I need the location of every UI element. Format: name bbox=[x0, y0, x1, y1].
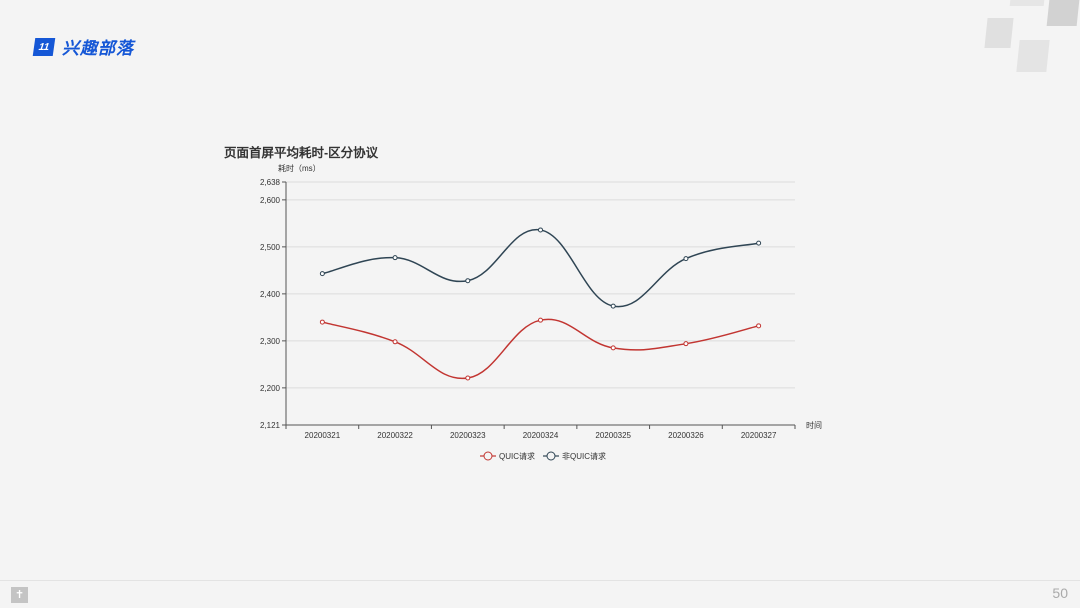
x-tick-label: 20200322 bbox=[377, 431, 413, 440]
y-axis-label: 耗时（ms） bbox=[278, 163, 321, 173]
legend-label: QUIC请求 bbox=[499, 451, 535, 461]
legend-marker bbox=[483, 451, 493, 461]
y-tick-label: 2,500 bbox=[260, 243, 281, 252]
x-axis-label: 时间 bbox=[806, 420, 822, 430]
legend-label: 非QUIC请求 bbox=[562, 451, 606, 461]
x-tick-label: 20200324 bbox=[523, 431, 559, 440]
series-line bbox=[322, 318, 759, 380]
x-tick-label: 20200323 bbox=[450, 431, 486, 440]
data-point bbox=[392, 255, 398, 261]
y-tick-label: 2,400 bbox=[260, 290, 281, 299]
book-icon: ✝ bbox=[11, 587, 28, 603]
chart-title: 页面首屏平均耗时-区分协议 bbox=[224, 145, 379, 160]
x-tick-label: 20200326 bbox=[668, 431, 704, 440]
data-point bbox=[683, 256, 689, 262]
legend-marker bbox=[546, 451, 556, 461]
series-line bbox=[322, 229, 759, 308]
data-point bbox=[756, 240, 762, 246]
brand-logo: 11 兴趣部落 bbox=[32, 34, 134, 59]
data-point bbox=[683, 341, 689, 347]
data-point bbox=[756, 323, 762, 329]
page-number: 50 bbox=[1052, 585, 1068, 601]
data-point bbox=[465, 278, 471, 284]
y-tick-label: 2,600 bbox=[260, 196, 281, 205]
x-tick-label: 20200325 bbox=[595, 431, 631, 440]
x-tick-label: 20200327 bbox=[741, 431, 777, 440]
data-point bbox=[465, 375, 471, 381]
footer-divider bbox=[0, 580, 1080, 581]
data-point bbox=[610, 303, 616, 309]
brand-name: 兴趣部落 bbox=[62, 39, 134, 58]
y-tick-label: 2,121 bbox=[260, 421, 281, 430]
data-point bbox=[538, 227, 543, 233]
x-tick-label: 20200321 bbox=[305, 431, 341, 440]
y-tick-label: 2,300 bbox=[260, 337, 281, 346]
y-tick-label: 2,638 bbox=[260, 178, 281, 187]
data-point bbox=[392, 339, 398, 345]
data-point bbox=[538, 317, 543, 323]
data-point bbox=[610, 345, 616, 351]
y-tick-label: 2,200 bbox=[260, 384, 281, 393]
data-point bbox=[319, 271, 325, 277]
data-point bbox=[319, 319, 325, 325]
